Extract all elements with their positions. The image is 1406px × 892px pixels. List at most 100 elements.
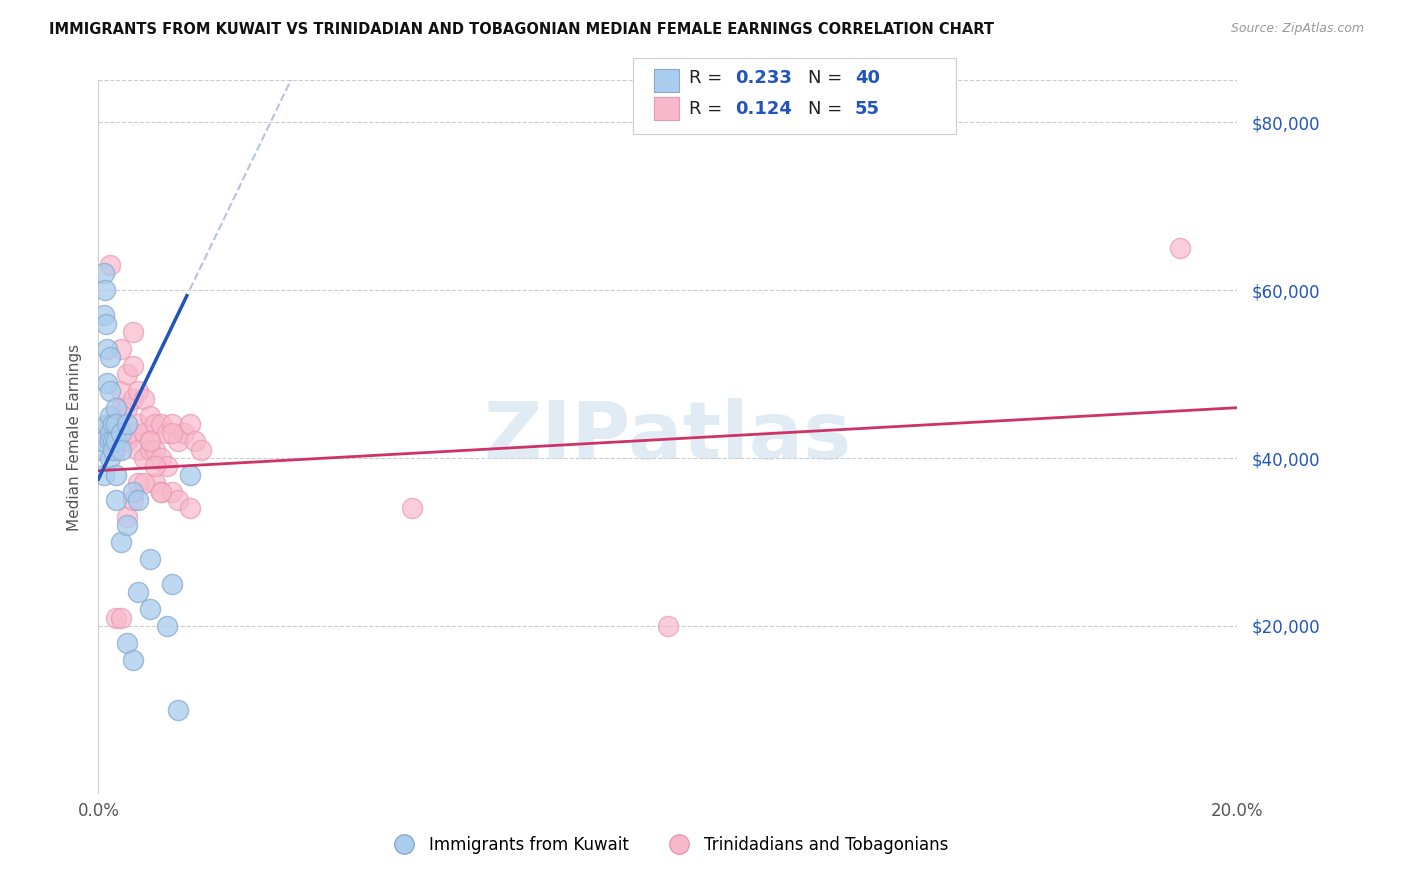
Point [90,442,112,457]
Point [190,442,212,457]
Point [132,476,155,491]
Point [173,425,195,440]
Point [156,425,179,440]
Text: N =: N = [808,100,848,118]
Point [104,467,127,482]
Point [138,442,160,457]
Point [156,619,179,633]
Point [115,518,138,533]
Point [115,509,138,524]
Point [167,434,190,449]
Point [150,451,173,466]
Point [101,442,124,457]
Point [104,493,127,508]
Point [121,325,143,339]
Point [104,417,127,432]
Point [138,551,160,566]
Point [162,425,184,440]
Point [162,417,184,432]
Text: 40: 40 [855,70,880,87]
Point [179,501,201,516]
Point [94,317,117,331]
Point [132,425,155,440]
Point [179,467,201,482]
Text: ZIPatlas: ZIPatlas [484,398,852,476]
Point [138,602,160,616]
Point [121,359,143,373]
Text: IMMIGRANTS FROM KUWAIT VS TRINIDADIAN AND TOBAGONIAN MEDIAN FEMALE EARNINGS CORR: IMMIGRANTS FROM KUWAIT VS TRINIDADIAN AN… [49,22,994,37]
Legend: Immigrants from Kuwait, Trinidadians and Tobagonians: Immigrants from Kuwait, Trinidadians and… [381,830,955,861]
Point [104,434,127,449]
Point [121,493,143,508]
Point [401,501,423,516]
Point [121,652,143,666]
Point [150,484,173,499]
Point [110,384,132,398]
Point [145,442,167,457]
Point [93,467,115,482]
Text: R =: R = [689,70,728,87]
Point [145,476,167,491]
Point [127,585,149,599]
Point [184,434,207,449]
Point [94,283,117,297]
Text: 55: 55 [855,100,880,118]
Text: N =: N = [808,70,848,87]
Point [98,409,121,423]
Point [115,367,138,381]
Point [110,425,132,440]
Point [150,417,173,432]
Point [121,425,143,440]
Text: R =: R = [689,100,728,118]
Point [104,610,127,624]
Point [98,384,121,398]
Text: Source: ZipAtlas.com: Source: ZipAtlas.com [1230,22,1364,36]
Point [98,425,121,440]
Point [93,266,115,280]
Point [127,384,149,398]
Point [110,442,132,457]
Point [110,535,132,549]
Point [104,401,127,415]
Point [127,476,149,491]
Point [110,342,132,356]
Point [145,417,167,432]
Point [121,484,143,499]
Point [98,417,121,432]
Point [156,459,179,474]
Point [162,577,184,591]
Text: 0.233: 0.233 [735,70,792,87]
Point [167,493,190,508]
Point [110,610,132,624]
Point [150,484,173,499]
Point [115,401,138,415]
Y-axis label: Median Female Earnings: Median Female Earnings [67,343,83,531]
Point [98,434,121,449]
Point [145,459,167,474]
Point [167,703,190,717]
Point [104,442,127,457]
Point [657,619,679,633]
Point [96,376,118,390]
Point [96,417,118,432]
Point [127,442,149,457]
Point [127,493,149,508]
Point [101,434,124,449]
Point [101,417,124,432]
Text: 0.124: 0.124 [735,100,792,118]
Point [1170,241,1192,255]
Point [127,417,149,432]
Point [104,434,127,449]
Point [93,434,115,449]
Point [121,392,143,407]
Point [179,417,201,432]
Point [98,258,121,272]
Point [96,342,118,356]
Point [115,636,138,650]
Point [91,434,114,449]
Point [138,434,160,449]
Point [132,392,155,407]
Point [115,417,138,432]
Point [98,451,121,466]
Point [138,434,160,449]
